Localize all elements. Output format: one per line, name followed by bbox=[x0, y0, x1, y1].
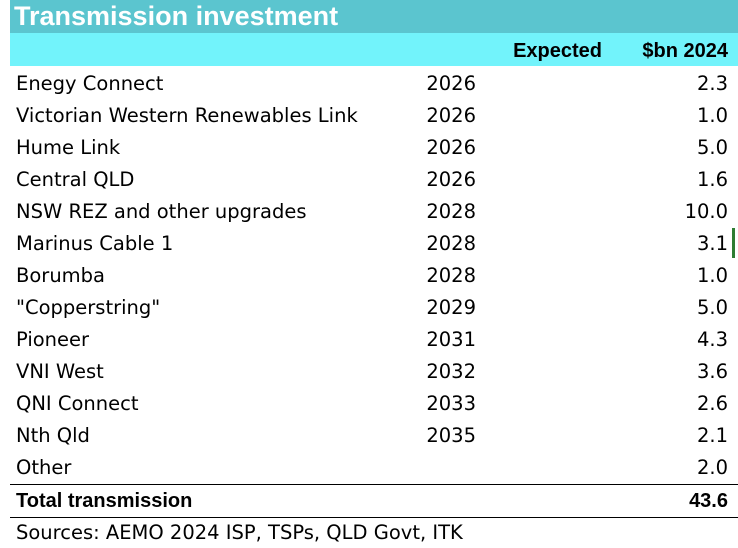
row-value: 2.0 bbox=[696, 456, 728, 479]
row-name: Victorian Western Renewables Link bbox=[16, 104, 358, 127]
row-value: 10.0 bbox=[684, 200, 728, 223]
row-value: 4.3 bbox=[696, 328, 728, 351]
row-value: 2.3 bbox=[696, 72, 728, 95]
row-name: Hume Link bbox=[16, 136, 121, 159]
header-value: $bn 2024 bbox=[642, 40, 728, 62]
row-value: 3.6 bbox=[696, 360, 728, 383]
row-name: Enegy Connect bbox=[16, 72, 164, 95]
table-row: Central QLD 2026 1.6 bbox=[10, 164, 738, 196]
row-name: Pioneer bbox=[16, 328, 90, 351]
row-expected: 2029 bbox=[426, 296, 476, 319]
table-row: Other 2.0 bbox=[10, 452, 738, 485]
row-name: Central QLD bbox=[16, 168, 135, 191]
row-expected: 2026 bbox=[426, 168, 476, 191]
row-expected: 2035 bbox=[426, 424, 476, 447]
row-expected: 2026 bbox=[426, 72, 476, 95]
total-expected bbox=[370, 484, 612, 518]
column-header-row: Expected $bn 2024 bbox=[10, 33, 738, 66]
row-expected: 2028 bbox=[426, 232, 476, 255]
table-row: QNI Connect 2033 2.6 bbox=[10, 388, 738, 420]
row-value: 5.0 bbox=[696, 136, 728, 159]
row-name: Nth Qld bbox=[16, 424, 90, 447]
row-expected: 2028 bbox=[426, 264, 476, 287]
table-title: Transmission investment bbox=[10, 0, 738, 33]
row-name: NSW REZ and other upgrades bbox=[16, 200, 307, 223]
row-expected: 2032 bbox=[426, 360, 476, 383]
table-row: Hume Link 2026 5.0 bbox=[10, 132, 738, 164]
row-value: 3.1 bbox=[696, 232, 728, 255]
row-value: 2.6 bbox=[696, 392, 728, 415]
table-row: Borumba 2028 1.0 bbox=[10, 260, 738, 292]
row-expected: 2026 bbox=[426, 136, 476, 159]
table-row: NSW REZ and other upgrades 2028 10.0 bbox=[10, 196, 738, 228]
total-row: Total transmission 43.6 bbox=[10, 484, 738, 518]
total-label: Total transmission bbox=[10, 484, 370, 518]
row-expected: 2026 bbox=[426, 104, 476, 127]
data-table: Enegy Connect 2026 2.3 Victorian Western Re… bbox=[10, 68, 738, 518]
table-row: VNI West 2032 3.6 bbox=[10, 356, 738, 388]
row-expected: 2028 bbox=[426, 200, 476, 223]
cell-selection-cursor bbox=[732, 228, 735, 258]
table-body: Enegy Connect 2026 2.3 Victorian Western Re… bbox=[10, 68, 738, 518]
header-expected: Expected bbox=[513, 40, 602, 62]
table-row: "Copperstring" 2029 5.0 bbox=[10, 292, 738, 324]
row-value: 1.6 bbox=[696, 168, 728, 191]
table-row: Nth Qld 2035 2.1 bbox=[10, 420, 738, 452]
row-expected: 2033 bbox=[426, 392, 476, 415]
table-row: Victorian Western Renewables Link 2026 1.0 bbox=[10, 100, 738, 132]
row-value: 5.0 bbox=[696, 296, 728, 319]
row-value: 1.0 bbox=[696, 264, 728, 287]
row-value: 2.1 bbox=[696, 424, 728, 447]
row-expected: 2031 bbox=[426, 328, 476, 351]
row-name: Marinus Cable 1 bbox=[16, 232, 174, 255]
total-value: 43.6 bbox=[612, 484, 738, 518]
row-name: VNI West bbox=[16, 360, 104, 383]
row-name: QNI Connect bbox=[16, 392, 139, 415]
table-row: Marinus Cable 1 2028 3.1 bbox=[10, 228, 738, 260]
table-row: Pioneer 2031 4.3 bbox=[10, 324, 738, 356]
table-row: Enegy Connect 2026 2.3 bbox=[10, 68, 738, 100]
row-value: 1.0 bbox=[696, 104, 728, 127]
row-expected bbox=[370, 452, 612, 485]
row-name: Borumba bbox=[16, 264, 106, 287]
row-name: Other bbox=[16, 456, 72, 479]
sources-note: Sources: AEMO 2024 ISP, TSPs, QLD Govt, … bbox=[16, 521, 463, 544]
row-name: "Copperstring" bbox=[16, 296, 161, 319]
